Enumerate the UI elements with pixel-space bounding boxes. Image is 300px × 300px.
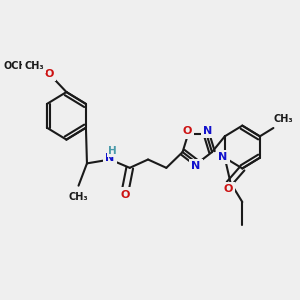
Text: N: N <box>203 126 213 136</box>
Text: N: N <box>218 152 228 162</box>
Text: O: O <box>182 126 192 136</box>
Text: O: O <box>121 190 130 200</box>
Text: N: N <box>105 153 115 163</box>
Text: N: N <box>191 161 200 171</box>
Text: CH₃: CH₃ <box>274 114 294 124</box>
Text: H: H <box>109 146 117 156</box>
Text: CH₃: CH₃ <box>24 61 44 71</box>
Text: OCH₃: OCH₃ <box>4 61 32 71</box>
Text: O: O <box>224 184 233 194</box>
Text: O: O <box>45 69 54 79</box>
Text: CH₃: CH₃ <box>69 192 88 202</box>
